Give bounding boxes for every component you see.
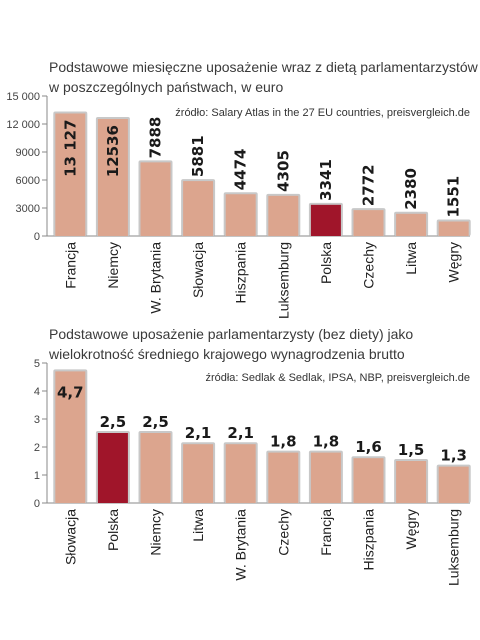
- chart-source: źródło: Salary Atlas in the 27 EU countr…: [175, 107, 470, 119]
- bar: [225, 444, 256, 503]
- bar-value-label: 2772: [360, 164, 378, 206]
- category-label: Litwa: [403, 242, 419, 275]
- y-tick-label: 1: [34, 470, 40, 482]
- bar-value-label: 4,7: [57, 383, 84, 401]
- chart-title-line: Podstawowe uposażenie parlamentarzysty (…: [49, 326, 413, 342]
- y-tick-label: 12 000: [6, 119, 40, 131]
- bar: [396, 461, 427, 503]
- bar-value-label: 1,8: [270, 433, 297, 451]
- y-tick-label: 4: [34, 386, 40, 398]
- bar-value-label: 2,1: [185, 424, 212, 442]
- bar: [140, 162, 171, 236]
- chart-title-line: w poszczególnych państwach, w euro: [48, 79, 283, 95]
- bar: [183, 444, 214, 503]
- category-label: Francja: [318, 509, 334, 556]
- chart-source: źródła: Sedlak & Sedlak, IPSA, NBP, prei…: [205, 372, 470, 384]
- y-tick-label: 3000: [16, 203, 40, 215]
- y-tick-label: 0: [34, 498, 40, 510]
- bar: [97, 118, 128, 236]
- bar-value-label: 2,5: [100, 413, 127, 431]
- bar: [55, 113, 86, 236]
- bar-value-label: 2,1: [227, 424, 254, 442]
- y-tick-label: 0: [34, 231, 40, 243]
- chart-salary-multiple: Podstawowe uposażenie parlamentarzysty (…: [34, 326, 471, 586]
- bar: [268, 195, 299, 236]
- bar-value-label: 4305: [274, 150, 292, 192]
- bar-value-label: 1,6: [355, 438, 382, 456]
- bar: [183, 181, 214, 236]
- bar-value-label: 1,8: [313, 433, 340, 451]
- y-tick-label: 6000: [16, 175, 40, 187]
- chart-title-line: wielokrotność średniego krajowego wynagr…: [48, 346, 405, 362]
- y-tick-label: 2: [34, 442, 40, 454]
- y-tick-label: 15 000: [6, 91, 40, 103]
- bar: [353, 210, 384, 236]
- bar: [225, 194, 256, 236]
- category-label: Niemcy: [148, 509, 164, 556]
- category-label: Hiszpania: [233, 242, 249, 304]
- bar: [438, 466, 469, 503]
- bar-value-label: 4474: [232, 148, 250, 190]
- bar-value-label: 12536: [104, 125, 122, 177]
- bar: [55, 371, 86, 503]
- chart-salary-euro: Podstawowe miesięczne uposażenie wraz z …: [6, 59, 478, 319]
- category-label: Czechy: [275, 509, 291, 556]
- y-tick-label: 5: [34, 358, 40, 370]
- category-label: Francja: [62, 242, 78, 289]
- bar-value-label: 1551: [445, 176, 463, 218]
- category-label: Hiszpania: [361, 509, 377, 571]
- bar-value-label: 2,5: [142, 413, 169, 431]
- bar-value-label: 1,3: [440, 447, 467, 465]
- category-label: Czechy: [361, 242, 377, 289]
- bar: [310, 452, 341, 503]
- category-label: Luksemburg: [446, 509, 462, 586]
- bar: [353, 458, 384, 503]
- bar-value-label: 2380: [402, 168, 420, 210]
- category-label: Polska: [318, 242, 334, 284]
- bar: [438, 221, 469, 236]
- bar-value-label: 1,5: [398, 441, 425, 459]
- category-label: Niemcy: [105, 242, 121, 289]
- bar-value-label: 7888: [147, 117, 165, 159]
- chart-title-line: Podstawowe miesięczne uposażenie wraz z …: [49, 59, 479, 75]
- bar-highlighted: [310, 204, 341, 236]
- bar-highlighted: [97, 433, 128, 503]
- bar: [396, 213, 427, 236]
- bar-value-label: 3341: [317, 159, 335, 201]
- y-tick-label: 3: [34, 414, 40, 426]
- y-tick-label: 9000: [16, 147, 40, 159]
- bar: [268, 452, 299, 503]
- category-label: Luksemburg: [275, 242, 291, 319]
- category-label: Litwa: [190, 509, 206, 542]
- bar: [140, 433, 171, 503]
- category-label: Węgry: [446, 242, 462, 282]
- category-label: Polska: [105, 509, 121, 551]
- category-label: Węgry: [403, 509, 419, 549]
- category-label: W. Brytania: [148, 242, 164, 314]
- category-label: W. Brytania: [233, 509, 249, 581]
- bar-value-label: 13 127: [61, 119, 79, 176]
- category-label: Słowacja: [62, 509, 78, 565]
- category-label: Słowacja: [190, 242, 206, 298]
- bar-value-label: 5881: [189, 135, 207, 177]
